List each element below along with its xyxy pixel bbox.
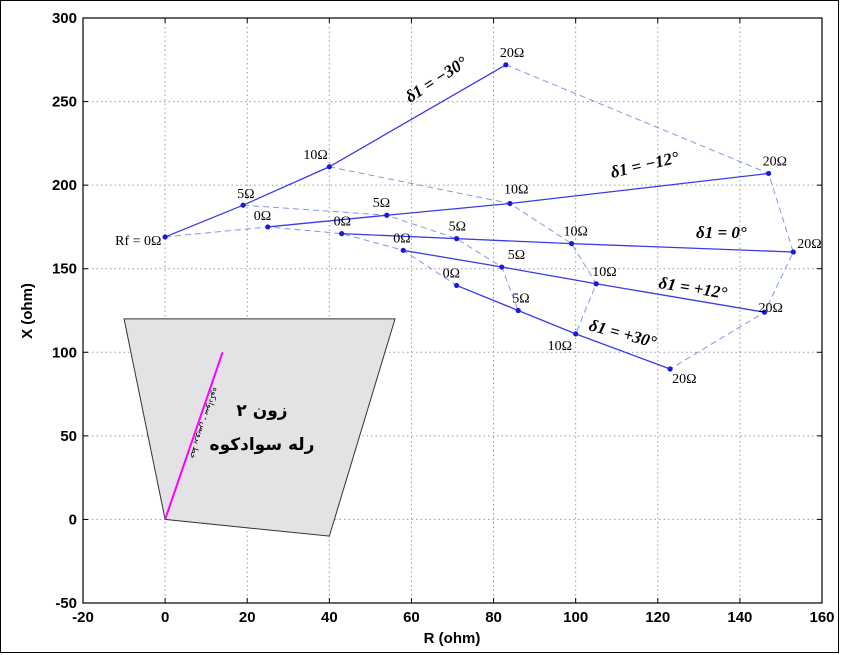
series-line	[456, 284, 671, 370]
resistance-contours	[165, 64, 794, 370]
point-label: 5Ω	[373, 196, 390, 211]
y-tick-label: 250	[52, 94, 77, 111]
x-tick-label: 140	[727, 609, 752, 626]
x-axis-label: R (ohm)	[424, 630, 481, 647]
series-line	[403, 249, 765, 313]
series-point	[400, 247, 406, 253]
series-line	[341, 232, 794, 253]
y-tick-label: 0	[69, 511, 77, 528]
x-tick-label: 80	[485, 609, 502, 626]
series-point	[766, 170, 772, 177]
y-tick-label: -50	[55, 595, 77, 612]
x-tick-label: 40	[321, 609, 338, 626]
series-point	[515, 307, 521, 314]
series-line	[164, 64, 507, 238]
point-label: 20Ω	[797, 237, 821, 252]
x-tick-label: 160	[809, 609, 834, 626]
series-line	[267, 172, 769, 228]
contour-20Ω	[505, 64, 794, 370]
contour-0Ω	[165, 226, 457, 286]
y-tick-label: 100	[52, 344, 77, 361]
x-tick-label: 0	[161, 609, 169, 626]
plot-border	[82, 17, 823, 604]
series-point	[761, 309, 768, 315]
point-label: 5Ω	[512, 292, 529, 307]
series-point	[326, 164, 332, 170]
series-point	[568, 241, 575, 247]
point-label: 20Ω	[672, 372, 696, 387]
series-point	[790, 249, 796, 255]
x-tick-label: 20	[239, 609, 256, 626]
point-label: 10Ω	[548, 339, 572, 354]
axis-ticks: -20 0 20 40 60 80 100 120 140 160 -50 0 50 100 150 200 2…	[52, 10, 835, 626]
y-tick-label: 300	[52, 10, 77, 27]
series-name-label: δ1 = 0°	[696, 223, 747, 242]
series-point	[667, 366, 673, 372]
series-point	[593, 281, 599, 287]
point-label: 5Ω	[508, 248, 525, 263]
point-label: 20Ω	[759, 301, 783, 316]
series-point	[454, 236, 460, 242]
series-point	[573, 331, 579, 337]
x-tick-label: -20	[72, 609, 94, 626]
point-label: 20Ω	[763, 154, 787, 169]
x-tick-label: 120	[645, 609, 670, 626]
point-label: 20Ω	[500, 46, 524, 61]
series-point	[503, 62, 509, 68]
y-tick-label: 50	[60, 428, 77, 445]
point-label: 10Ω	[504, 183, 528, 198]
series-point	[507, 200, 513, 207]
point-label: 5Ω	[237, 187, 254, 202]
series-point	[240, 202, 246, 208]
zone-2-region: خط پرویس - سوادکوه	[123, 318, 396, 537]
point-label: 10Ω	[592, 265, 616, 280]
contour-10Ω	[329, 166, 597, 335]
y-tick-label: 150	[52, 261, 77, 278]
zone-title: زون ۲	[236, 401, 287, 421]
point-label: 5Ω	[449, 220, 466, 235]
zone-relay-name: رله سوادکوه	[210, 435, 315, 455]
series-lines	[162, 62, 796, 372]
line-parvis-savadkuh	[164, 351, 224, 520]
x-tick-label: 60	[403, 609, 420, 626]
series-point	[339, 231, 345, 237]
point-label: 0Ω	[254, 209, 271, 224]
y-tick-label: 200	[52, 177, 77, 194]
point-label: 10Ω	[303, 148, 327, 163]
y-axis-label: X (ohm)	[19, 283, 36, 339]
point-label: 0Ω	[334, 215, 351, 230]
point-label: 10Ω	[564, 225, 588, 240]
series-point	[265, 224, 271, 230]
series-point	[499, 264, 505, 270]
point-label: 0Ω	[393, 231, 410, 246]
point-label: 0Ω	[443, 266, 460, 281]
point-label: Rf = 0Ω	[115, 234, 161, 249]
series-point	[384, 212, 390, 218]
zone-polygon	[123, 318, 396, 537]
series-point	[454, 282, 460, 289]
x-tick-label: 100	[563, 609, 588, 626]
series-point	[162, 234, 168, 240]
